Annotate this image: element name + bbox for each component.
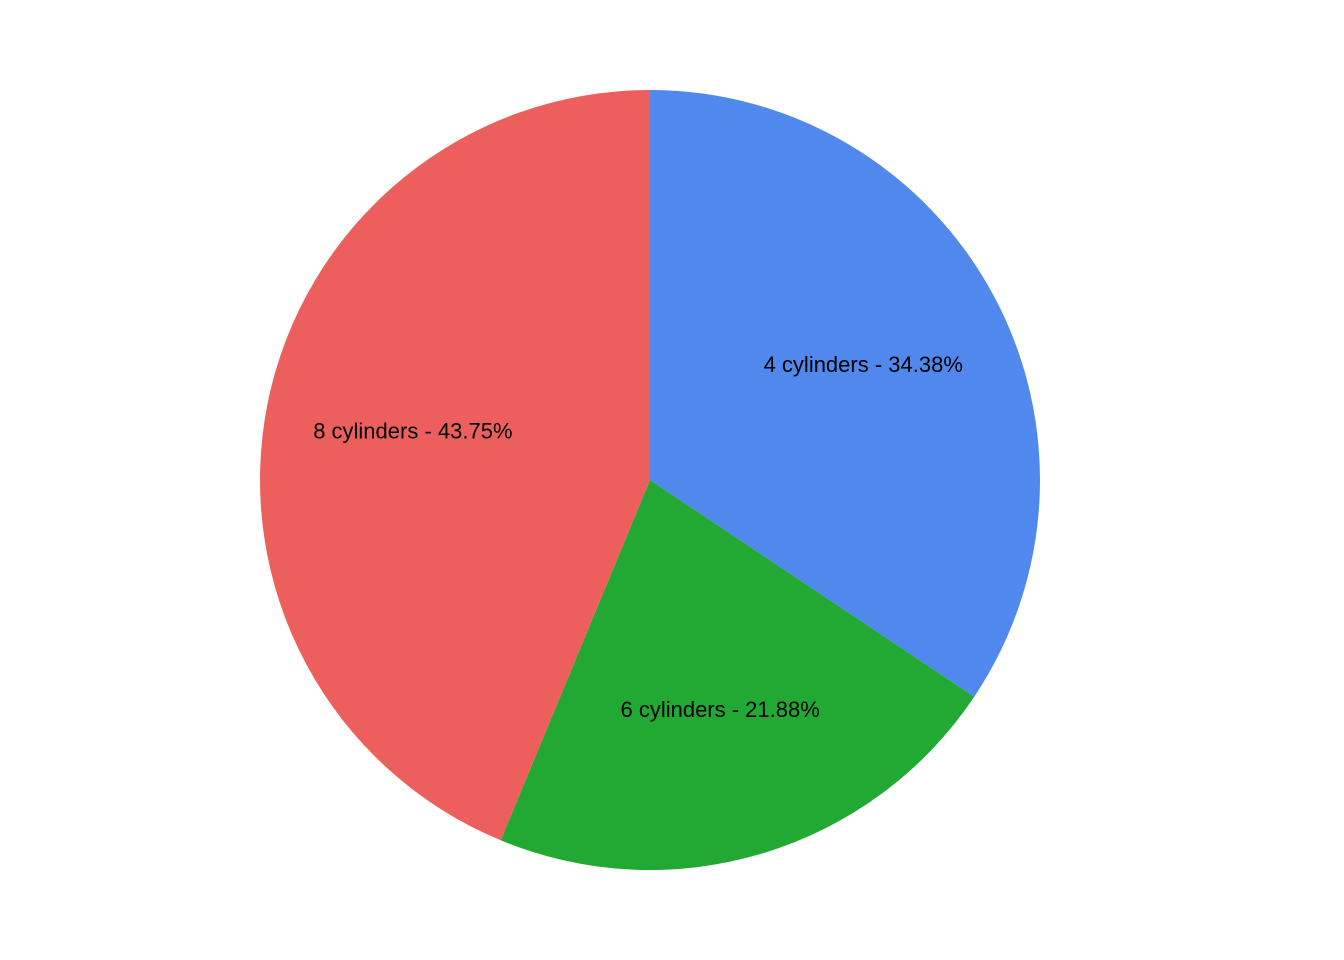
pie-slice-label: 4 cylinders - 34.38%: [764, 352, 963, 377]
pie-chart-container: 4 cylinders - 34.38% 6 cylinders - 21.88%…: [0, 0, 1344, 960]
pie-slice-label: 6 cylinders - 21.88%: [620, 697, 819, 722]
pie-slice-label: 8 cylinders - 43.75%: [313, 419, 512, 444]
pie-chart: 4 cylinders - 34.38% 6 cylinders - 21.88%…: [0, 0, 1344, 960]
